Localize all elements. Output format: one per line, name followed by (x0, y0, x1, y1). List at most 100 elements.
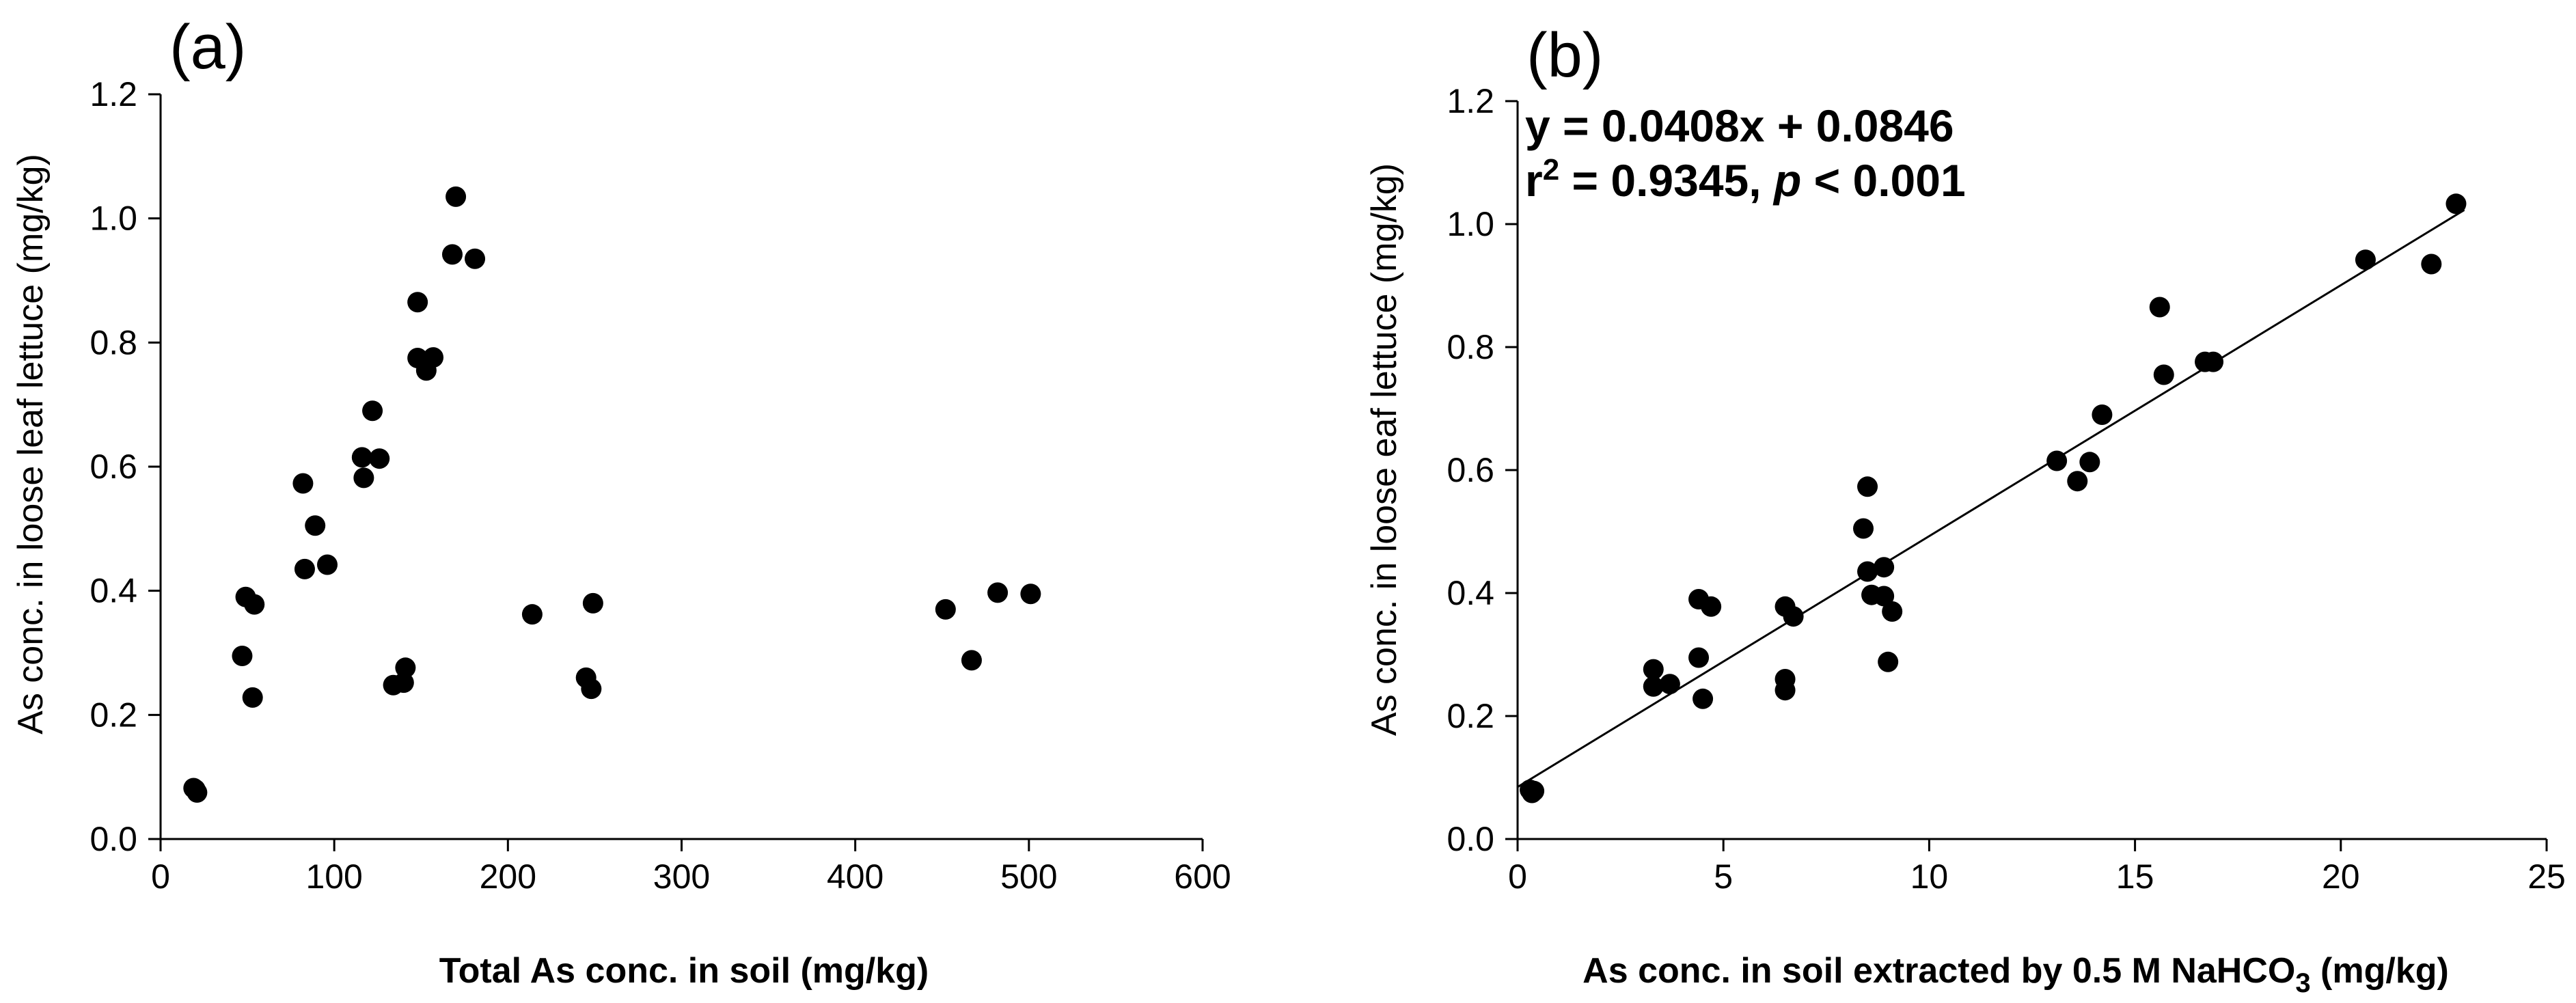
panel-a-data-point (521, 604, 543, 625)
panel-a-data-point (407, 292, 428, 313)
panel-a-data-point (292, 473, 314, 494)
panel-b-data-point (2355, 249, 2376, 271)
panel-b-data-point (1701, 596, 1722, 617)
panel-a-y-tick-label: 0.2 (90, 696, 137, 734)
panel-b-r-squared: r2 = 0.9345, p < 0.001 (1525, 153, 1966, 206)
panel-a-data-point (1020, 583, 1041, 605)
panel-a-data-point (581, 678, 602, 700)
panel-a-x-tick-label: 300 (653, 857, 710, 896)
panel-b-data-point (2092, 404, 2113, 425)
panel-b-p-label: p (1772, 155, 1801, 206)
panel-b-data-point (1775, 680, 1796, 701)
panel-b-x-axis-title: As conc. in soil extracted by 0.5 M NaHC… (1582, 951, 2449, 998)
panel-a-data-point (582, 592, 603, 614)
panel-b-data-point (1643, 659, 1664, 680)
panel-b-x-axis-title-unit: (mg/kg) (2311, 951, 2449, 991)
panel-b-data-point (1857, 561, 1878, 582)
panel-a-data-point (935, 599, 956, 620)
panel-a-y-tick-label: 1.0 (90, 200, 137, 238)
panel-a-x-tick-label: 100 (305, 857, 362, 896)
panel-b-y-tick-label: 0.0 (1447, 820, 1494, 858)
panel-b-data-point (2421, 253, 2442, 275)
panel-b: (b) As conc. in loose eaf lettuce (mg/kg… (1365, 20, 2566, 998)
panel-b-data-point (1643, 676, 1664, 697)
panel-b-y-tick-label: 0.4 (1447, 574, 1494, 612)
panel-b-y-tick-label: 1.2 (1447, 82, 1494, 120)
panel-a-x-tick-label: 0 (151, 857, 170, 896)
panel-a-data-point (317, 554, 338, 575)
panel-b-y-axis-title: As conc. in loose eaf lettuce (mg/kg) (1365, 163, 1404, 736)
panel-a-data-point (353, 467, 374, 489)
panel-b-data-point (1688, 647, 1710, 668)
panel-b-r-value: = 0.9345, (1559, 155, 1774, 206)
panel-b-data-point (2046, 450, 2068, 471)
panel-a-data-point (351, 447, 372, 468)
panel-b-data-point (2203, 351, 2224, 372)
panel-a-data-point (244, 594, 265, 615)
panel-b-p-value: < 0.001 (1801, 155, 1965, 206)
panel-a-data-point (442, 244, 463, 265)
panel-a-x-tick-label: 200 (480, 857, 536, 896)
panel-b-data-point (2149, 297, 2170, 318)
panel-b-data-point (1882, 601, 1903, 622)
panel-a-data-point (961, 650, 982, 671)
panel-b-label: (b) (1526, 20, 1603, 90)
panel-b-data-point (1874, 557, 1895, 578)
panel-b-x-axis-title-subscript: 3 (2295, 968, 2310, 998)
panel-a-label: (a) (169, 12, 246, 82)
panel-a-data-point (393, 672, 414, 693)
panel-b-y-tick-label: 0.8 (1447, 328, 1494, 366)
panel-a-y-tick-label: 0.8 (90, 323, 137, 361)
panel-b-data-point (1524, 780, 1545, 801)
panel-a-y-tick-label: 0.4 (90, 572, 137, 610)
panel-a-points (183, 186, 1041, 803)
panel-a-y-tick-label: 0.0 (90, 820, 137, 858)
panel-b-data-point (2079, 452, 2100, 473)
panel-a-data-point (242, 687, 263, 708)
panel-b-data-point (1693, 688, 1714, 709)
panel-b-data-point (1853, 518, 1874, 539)
panel-a-data-point (987, 582, 1009, 603)
panel-a-data-point (294, 558, 315, 579)
panel-b-data-point (1659, 674, 1680, 695)
panel-a-data-point (446, 186, 467, 207)
panel-a-x-tick-label: 600 (1174, 857, 1231, 896)
panel-a-y-tick-label: 0.6 (90, 448, 137, 486)
panel-a-x-tick-label: 400 (827, 857, 883, 896)
panel-a-data-point (362, 400, 383, 422)
panel-b-regression-line (1517, 209, 2465, 788)
panel-a-data-point (232, 646, 253, 667)
panel-b-data-point (2067, 471, 2088, 492)
panel-b-x-tick-label: 15 (2116, 857, 2154, 896)
panel-b-x-tick-label: 25 (2527, 857, 2566, 896)
panel-b-data-point (1874, 586, 1895, 607)
panel-b-data-point (1783, 606, 1804, 627)
panel-b-data-point (2445, 193, 2467, 215)
panel-b-points (1520, 193, 2467, 803)
panel-b-r-label: r (1525, 155, 1543, 206)
panel-b-equation: y = 0.0408x + 0.0846 (1525, 100, 1954, 151)
panel-a-x-axis-title: Total As conc. in soil (mg/kg) (439, 951, 929, 991)
panel-a-ticks: 0 100 200 300 400 500 600 0.0 0.2 0.4 0.6 0.8 1.0 1.2 (90, 75, 1231, 896)
panel-b-data-point (2153, 364, 2174, 385)
panel-b-r-superscript: 2 (1543, 153, 1559, 187)
panel-a-data-point (423, 347, 444, 368)
panel-b-x-tick-label: 10 (1910, 857, 1949, 896)
panel-b-y-tick-label: 0.6 (1447, 451, 1494, 489)
panel-b-x-tick-label: 0 (1508, 857, 1527, 896)
panel-a-y-tick-label: 1.2 (90, 75, 137, 113)
panel-a-data-point (369, 448, 390, 469)
panel-b-y-tick-label: 1.0 (1447, 205, 1494, 243)
panel-b-ticks: 0 5 10 15 20 25 0.0 0.2 0.4 0.6 0.8 1.0 1.2 (1447, 82, 2565, 896)
panel-b-x-tick-label: 5 (1714, 857, 1733, 896)
panel-b-x-axis-title-main: As conc. in soil extracted by 0.5 M NaHC… (1582, 951, 2295, 991)
panel-a-y-axis-title: As conc. in loose leaf lettuce (mg/kg) (11, 154, 51, 734)
panel-a-data-point (395, 657, 416, 678)
panel-a-x-tick-label: 500 (1000, 857, 1057, 896)
panel-b-x-tick-label: 20 (2322, 857, 2360, 896)
panel-a-data-point (183, 778, 204, 799)
panel-b-data-point (1857, 476, 1878, 497)
panel-a-data-point (465, 248, 486, 269)
panel-b-data-point (1878, 651, 1899, 672)
